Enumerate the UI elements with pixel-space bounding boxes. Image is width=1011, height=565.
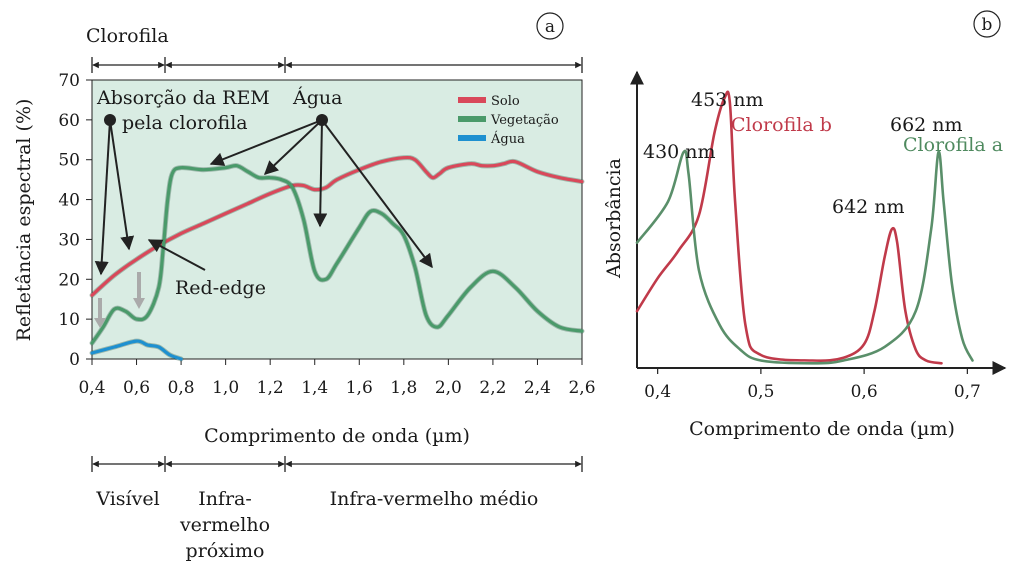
panel-a: Clorofila a 0 10 20 30 40 50 60 70 0,4 0,6 0,8 1,0… [13, 12, 596, 562]
y-tick-label: 70 [58, 71, 80, 91]
plot-a-y-ticks: 0 10 20 30 40 50 60 70 [58, 71, 92, 370]
legend-label-vegetacao: Vegetação [490, 113, 559, 128]
legend-label-solo: Solo [491, 94, 520, 109]
series-line-agua [90, 339, 183, 361]
arrow-water-1 [209, 119, 323, 166]
plot-a-series [89, 155, 585, 362]
x-tick-label: 0,8 [168, 378, 195, 398]
b-x-tick-label: 0,7 [954, 382, 981, 402]
plot-a-legend: Solo Vegetação Água [458, 94, 559, 147]
x-tick-label: 2,0 [435, 378, 462, 398]
y-tick-label: 40 [58, 191, 80, 211]
x-tick-label: 0,6 [123, 378, 150, 398]
x-tick-label: 1,4 [301, 378, 328, 398]
legend-label-agua: Água [490, 131, 525, 147]
plot-b-x-ticks: 0,4 0,5 0,6 0,7 [644, 368, 981, 402]
y-tick-label: 20 [58, 270, 80, 290]
series-line-clorofila-b [635, 90, 943, 365]
x-tick-label: 0,4 [78, 378, 105, 398]
annotation-absorption-line1: Absorção da REM [96, 87, 270, 109]
grey-arrows [94, 272, 145, 328]
legend-swatch-solo [458, 97, 486, 103]
y-tick-label: 30 [58, 230, 80, 250]
y-tick-label: 50 [58, 151, 80, 171]
annotation-water: Água [292, 86, 342, 109]
top-region-label: Clorofila [86, 25, 169, 47]
arrow-absorption-blue [94, 119, 111, 276]
peak-label-453: 453 nm [691, 89, 764, 111]
bottom-region-brackets [91, 456, 583, 472]
y-tick-label: 60 [58, 111, 80, 131]
series-line-vegetacao [90, 163, 584, 345]
legend-swatch-vegetacao [458, 116, 486, 122]
arrow-water-2 [263, 119, 323, 175]
arrow-red-edge [147, 239, 206, 271]
panel-b: b 0,4 0,5 0,6 0,7 Absorbância Comprimento d… [603, 10, 1007, 440]
x-tick-label: 2,6 [568, 378, 595, 398]
b-x-tick-label: 0,6 [851, 382, 878, 402]
b-x-tick-label: 0,4 [644, 382, 671, 402]
arrow-absorption-red [109, 119, 135, 251]
annotation-red-edge: Red-edge [175, 277, 266, 299]
annotation-absorption-line2: pela clorofila [122, 112, 248, 134]
series-line-solo [90, 155, 584, 297]
plot-a-ylabel: Refletância espectral (%) [13, 99, 35, 342]
region-nir-line1: Infra- [198, 488, 252, 510]
b-x-tick-label: 0,5 [747, 382, 774, 402]
x-tick-label: 1,2 [257, 378, 284, 398]
y-tick-label: 0 [69, 350, 80, 370]
annotation-arrows [94, 114, 433, 276]
series-line-clorofila-a [635, 149, 974, 365]
panel-b-badge [973, 10, 1001, 38]
plot-a-x-ticks: 0,4 0,6 0,8 1,0 1,2 1,4 1,6 1,8 2,0 2,2 2,4 2,6 [78, 359, 596, 398]
arrow-water-3 [313, 119, 328, 228]
region-visible: Visível [95, 488, 159, 510]
plot-a-area [91, 79, 583, 360]
series-label-clorofila-b: Clorofila b [731, 114, 832, 136]
region-nir-line3: próximo [186, 540, 265, 562]
peak-label-430: 430 nm [643, 141, 716, 163]
x-tick-label: 2,2 [479, 378, 506, 398]
panel-b-letter: b [982, 15, 993, 35]
x-tick-label: 1,8 [390, 378, 417, 398]
region-mir: Infra-vermelho médio [330, 488, 539, 510]
plot-a-xlabel: Comprimento de onda (µm) [204, 425, 470, 447]
region-nir-line2: vermelho [179, 514, 270, 536]
arrow-water-4 [321, 119, 433, 269]
x-tick-label: 1,0 [212, 378, 239, 398]
peak-label-642: 642 nm [832, 196, 905, 218]
x-tick-label: 2,4 [524, 378, 551, 398]
panel-a-badge [536, 12, 564, 40]
y-tick-label: 10 [58, 310, 80, 330]
plot-b-xlabel: Comprimento de onda (µm) [689, 418, 955, 440]
panel-a-letter: a [545, 17, 555, 37]
plot-b-series [635, 90, 974, 365]
plot-b-ylabel: Absorbância [603, 158, 625, 279]
top-region-brackets [91, 57, 583, 73]
legend-swatch-agua [458, 135, 486, 141]
series-label-clorofila-a: Clorofila a [903, 134, 1003, 156]
x-tick-label: 1,6 [346, 378, 373, 398]
peak-label-662: 662 nm [890, 114, 963, 136]
